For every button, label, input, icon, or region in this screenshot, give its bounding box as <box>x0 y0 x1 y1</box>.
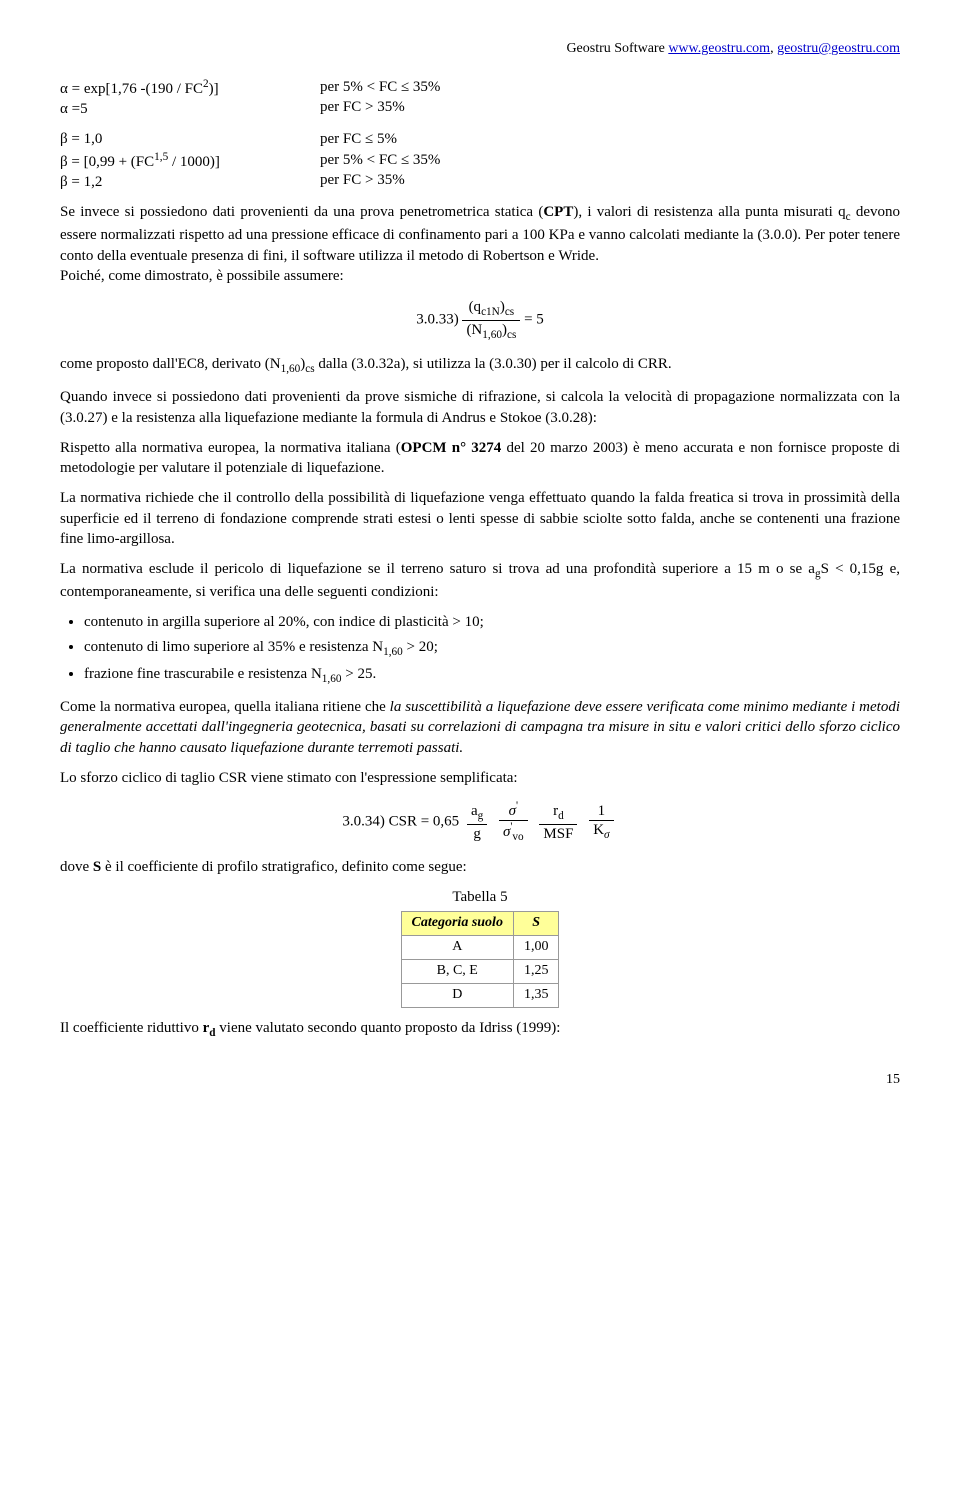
table-row: D1,35 <box>401 983 559 1007</box>
header-email[interactable]: geostru@geostru.com <box>777 41 900 56</box>
table-row: A1,00 <box>401 935 559 959</box>
paragraph-1: Se invece si possiedono dati provenienti… <box>60 202 900 286</box>
page-header: Geostru Software www.geostru.com, geostr… <box>60 40 900 59</box>
paragraph-6: La normativa esclude il pericolo di liqu… <box>60 559 900 602</box>
equation-3-0-34: 3.0.34) CSR = 0,65 ag g σ' σ'vo rd MSF 1… <box>60 800 900 845</box>
equation-3-0-33: 3.0.33) (qc1N)cs (N1,60)cs = 5 <box>60 298 900 342</box>
header-company: Geostru Software <box>566 41 668 56</box>
list-item: contenuto in argilla superiore al 20%, c… <box>84 612 900 632</box>
paragraph-7: Come la normativa europea, quella italia… <box>60 697 900 758</box>
alpha-row-0-left: α = exp[1,76 -(190 / FC2)] <box>60 77 320 99</box>
conditions-list: contenuto in argilla superiore al 20%, c… <box>84 612 900 687</box>
table5-caption: Tabella 5 <box>60 887 900 907</box>
paragraph-5: La normativa richiede che il controllo d… <box>60 488 900 549</box>
list-item: frazione fine trascurabile e resistenza … <box>84 664 900 687</box>
table-5: Categoria suolo S A1,00 B, C, E1,25 D1,3… <box>401 911 560 1008</box>
table-header: S <box>513 912 559 936</box>
alpha-row-1-left: α =5 <box>60 99 320 119</box>
paragraph-10: Il coefficiente riduttivo rd viene valut… <box>60 1018 900 1041</box>
beta-row-2-left: β = 1,2 <box>60 172 320 192</box>
beta-row-0-left: β = 1,0 <box>60 129 320 149</box>
alpha-block: α = exp[1,76 -(190 / FC2)] α =5 per 5% <… <box>60 77 900 120</box>
list-item: contenuto di limo superiore al 35% e res… <box>84 637 900 660</box>
beta-row-1-left: β = [0,99 + (FC1,5 / 1000)] <box>60 150 320 172</box>
paragraph-4: Rispetto alla normativa europea, la norm… <box>60 438 900 479</box>
paragraph-8: Lo sforzo ciclico di taglio CSR viene st… <box>60 768 900 788</box>
beta-row-2-right: per FC > 35% <box>320 170 900 190</box>
table-row: B, C, E1,25 <box>401 959 559 983</box>
paragraph-9: dove S è il coefficiente di profilo stra… <box>60 857 900 877</box>
beta-block: β = 1,0 β = [0,99 + (FC1,5 / 1000)] β = … <box>60 129 900 192</box>
page-number: 15 <box>60 1071 900 1090</box>
header-url[interactable]: www.geostru.com <box>668 41 770 56</box>
beta-row-1-right: per 5% < FC ≤ 35% <box>320 150 900 170</box>
header-sep: , <box>770 41 777 56</box>
table-header: Categoria suolo <box>401 912 513 936</box>
paragraph-3: Quando invece si possiedono dati proveni… <box>60 387 900 428</box>
beta-row-0-right: per FC ≤ 5% <box>320 129 900 149</box>
alpha-row-1-right: per FC > 35% <box>320 97 900 117</box>
alpha-row-0-right: per 5% < FC ≤ 35% <box>320 77 900 97</box>
paragraph-2: come proposto dall'EC8, derivato (N1,60)… <box>60 354 900 377</box>
